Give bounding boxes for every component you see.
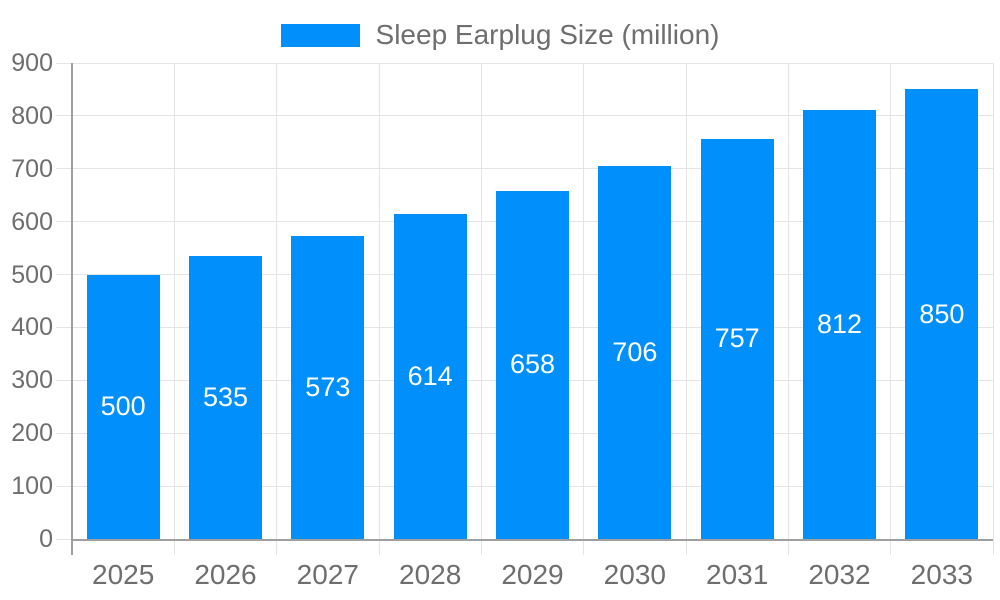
x-axis-line	[71, 539, 993, 541]
x-axis-label: 2033	[910, 559, 973, 590]
x-axis-tick	[890, 539, 892, 555]
y-axis-line	[71, 63, 73, 555]
x-axis-tick	[787, 539, 789, 555]
bar[interactable]: 812	[803, 109, 876, 539]
y-axis-label: 300	[11, 366, 53, 395]
y-axis-label: 500	[11, 260, 53, 289]
bar-value-label: 573	[305, 371, 351, 402]
x-axis-label: 2027	[296, 559, 359, 590]
v-gridline	[378, 63, 380, 539]
v-gridline	[480, 63, 482, 539]
x-axis-tick	[992, 539, 994, 555]
x-axis-label: 2029	[501, 559, 564, 590]
y-axis-tick	[56, 485, 72, 487]
bar-value-label: 850	[919, 298, 965, 329]
x-axis-label: 2030	[603, 559, 666, 590]
x-axis-tick	[378, 539, 380, 555]
bar[interactable]: 614	[393, 214, 467, 539]
bar-value-label: 812	[816, 308, 863, 339]
bar[interactable]: 757	[700, 138, 774, 539]
y-axis-tick	[56, 538, 72, 540]
x-axis-tick	[685, 539, 687, 555]
x-axis-label: 2031	[706, 559, 769, 590]
bar[interactable]: 535	[189, 256, 262, 539]
x-axis-tick	[276, 539, 278, 555]
h-gridline	[72, 62, 993, 64]
v-gridline	[583, 63, 585, 539]
h-gridline	[72, 168, 993, 170]
bar-value-label: 757	[714, 323, 760, 354]
bar[interactable]: 658	[496, 190, 569, 539]
x-axis-label: 2025	[92, 559, 155, 590]
y-axis-label: 700	[11, 154, 53, 183]
legend-label: Sleep Earplug Size (million)	[375, 19, 720, 50]
bar-value-label: 535	[202, 382, 249, 412]
v-gridline	[276, 63, 278, 539]
y-axis-tick	[56, 379, 72, 381]
v-gridline	[173, 63, 175, 539]
v-gridline	[787, 63, 789, 539]
y-axis-label: 400	[11, 313, 53, 342]
chart-legend[interactable]: Sleep Earplug Size (million)	[0, 20, 1000, 50]
y-axis-tick	[56, 274, 72, 276]
y-axis-tick	[56, 432, 72, 434]
x-axis-label: 2028	[399, 559, 462, 590]
y-axis-tick	[56, 62, 72, 64]
y-axis-tick	[56, 115, 72, 117]
y-axis-label: 800	[11, 101, 53, 130]
v-gridline	[685, 63, 687, 539]
x-axis-label: 2032	[808, 559, 871, 590]
y-axis-label: 900	[11, 49, 53, 77]
bar-value-label: 658	[509, 349, 556, 380]
y-axis-tick	[56, 168, 72, 170]
x-axis-tick	[583, 539, 585, 555]
v-gridline	[992, 63, 994, 539]
bar[interactable]: 850	[905, 89, 979, 539]
y-axis-label: 200	[11, 419, 53, 448]
y-axis-label: 100	[11, 472, 53, 501]
y-axis-tick	[56, 326, 72, 328]
bar-value-label: 500	[100, 391, 146, 422]
bar[interactable]: 500	[86, 274, 160, 539]
bar[interactable]: 706	[598, 165, 672, 539]
x-axis-tick	[480, 539, 482, 555]
x-axis-tick	[173, 539, 175, 555]
x-axis-label: 2026	[194, 559, 257, 590]
bar-value-label: 706	[612, 336, 658, 367]
v-gridline	[890, 63, 892, 539]
h-gridline	[72, 115, 993, 117]
legend-swatch	[280, 23, 360, 47]
bar[interactable]: 573	[291, 235, 365, 539]
y-axis-label: 0	[39, 525, 53, 553]
bar-value-label: 614	[407, 361, 453, 392]
y-axis-tick	[56, 221, 72, 223]
y-axis-label: 600	[11, 207, 53, 236]
